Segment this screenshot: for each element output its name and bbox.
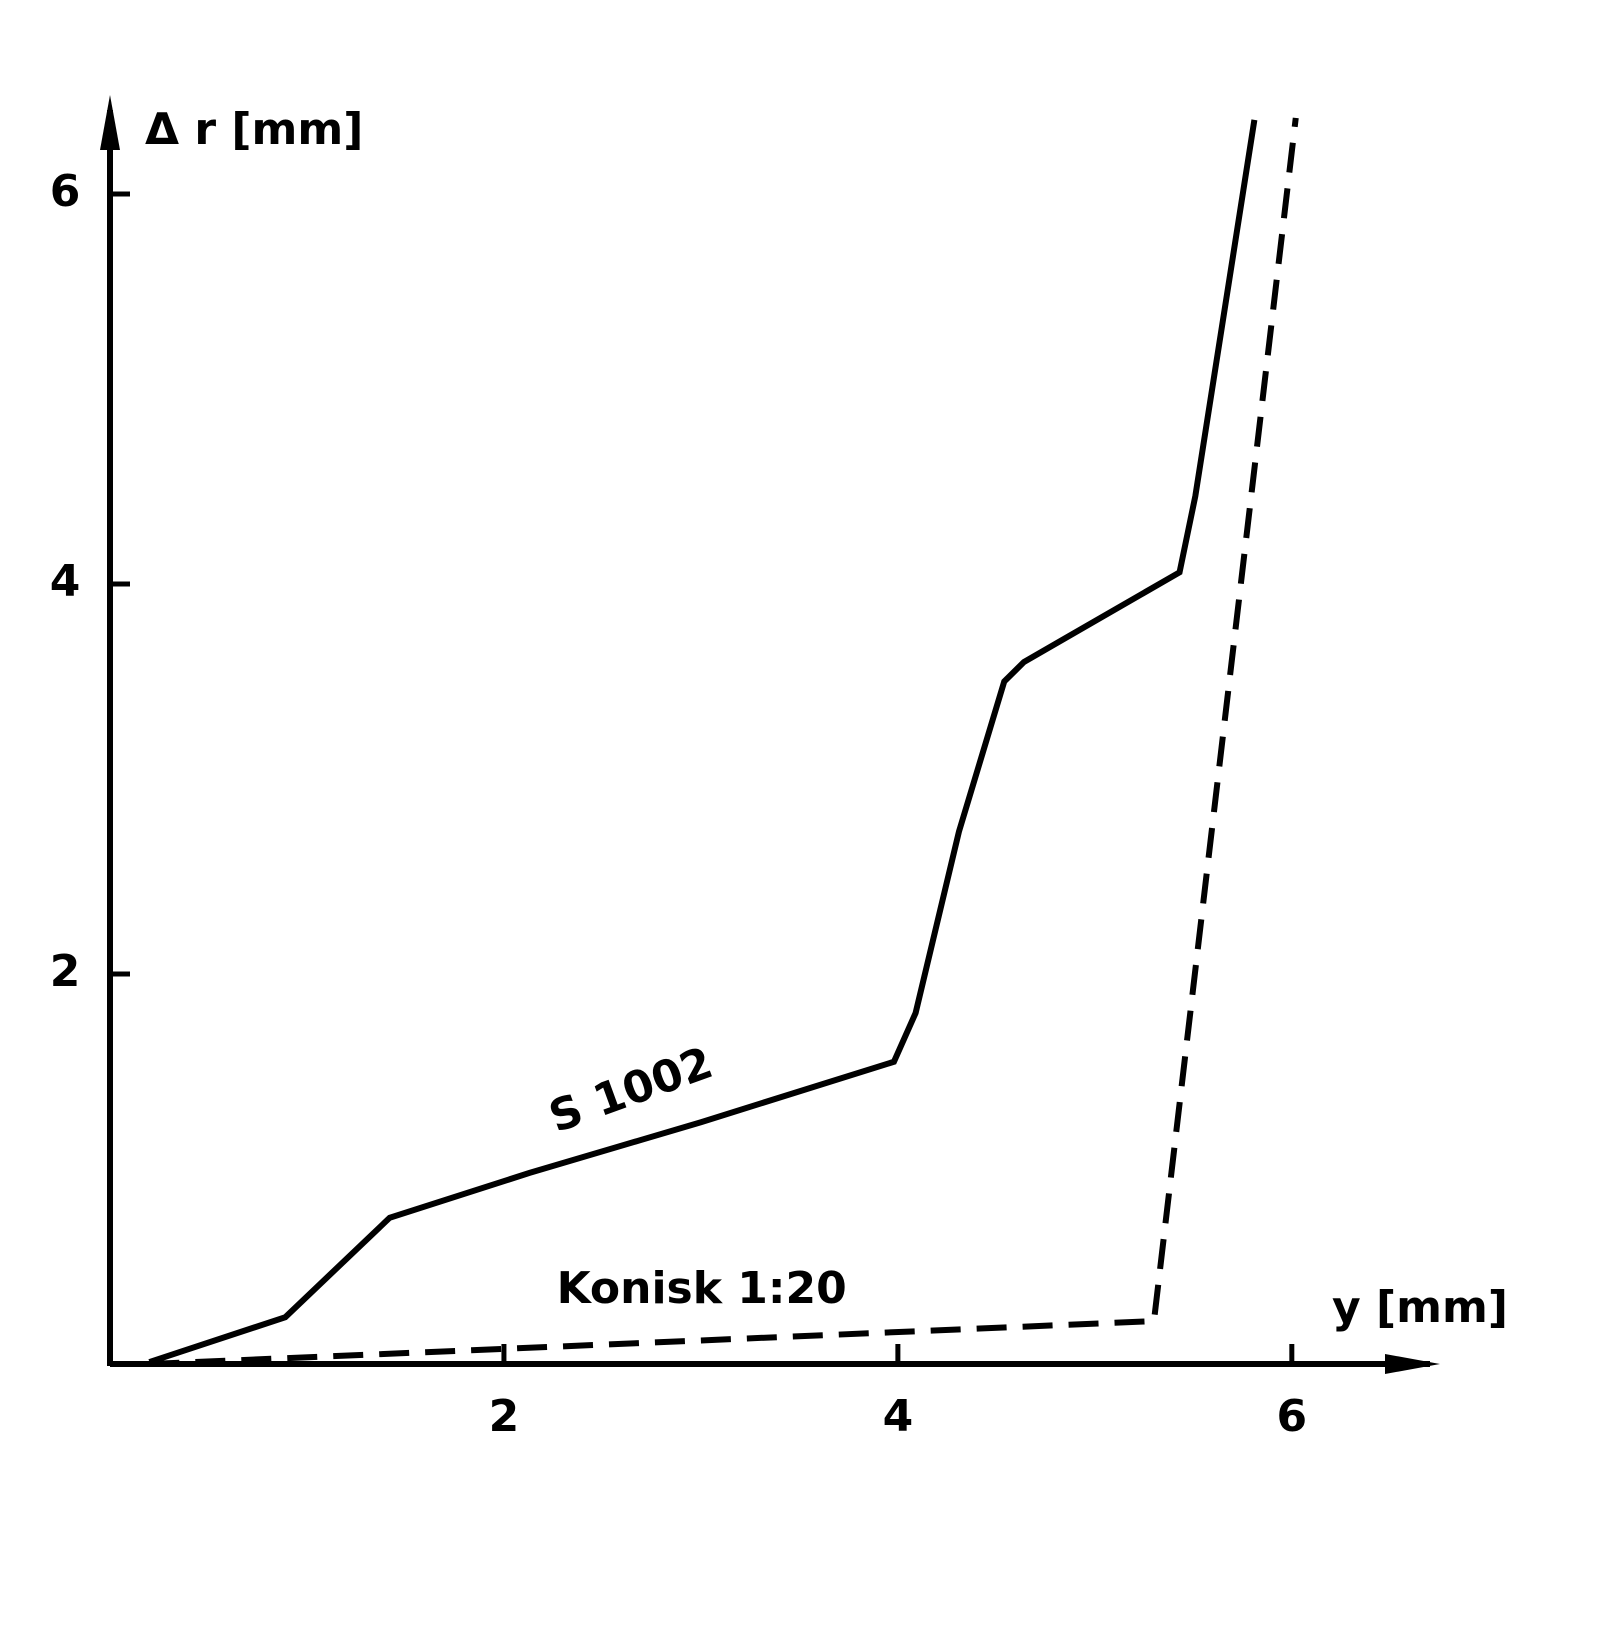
y-arrow bbox=[100, 95, 120, 150]
y-tick-label: 4 bbox=[50, 556, 81, 607]
series-line bbox=[149, 117, 1299, 1367]
series-label: Konisk 1:20 bbox=[557, 1263, 847, 1314]
y-tick-label: 6 bbox=[50, 166, 81, 217]
x-arrow bbox=[1385, 1354, 1440, 1374]
x-axis-label: y [mm] bbox=[1332, 1282, 1508, 1333]
x-tick-label: 2 bbox=[489, 1391, 520, 1442]
y-tick-label: 2 bbox=[50, 946, 81, 997]
series-line bbox=[148, 119, 1258, 1365]
x-tick-label: 4 bbox=[883, 1391, 914, 1442]
y-axis-label: Δ r [mm] bbox=[145, 104, 363, 155]
x-tick-label: 6 bbox=[1277, 1391, 1308, 1442]
